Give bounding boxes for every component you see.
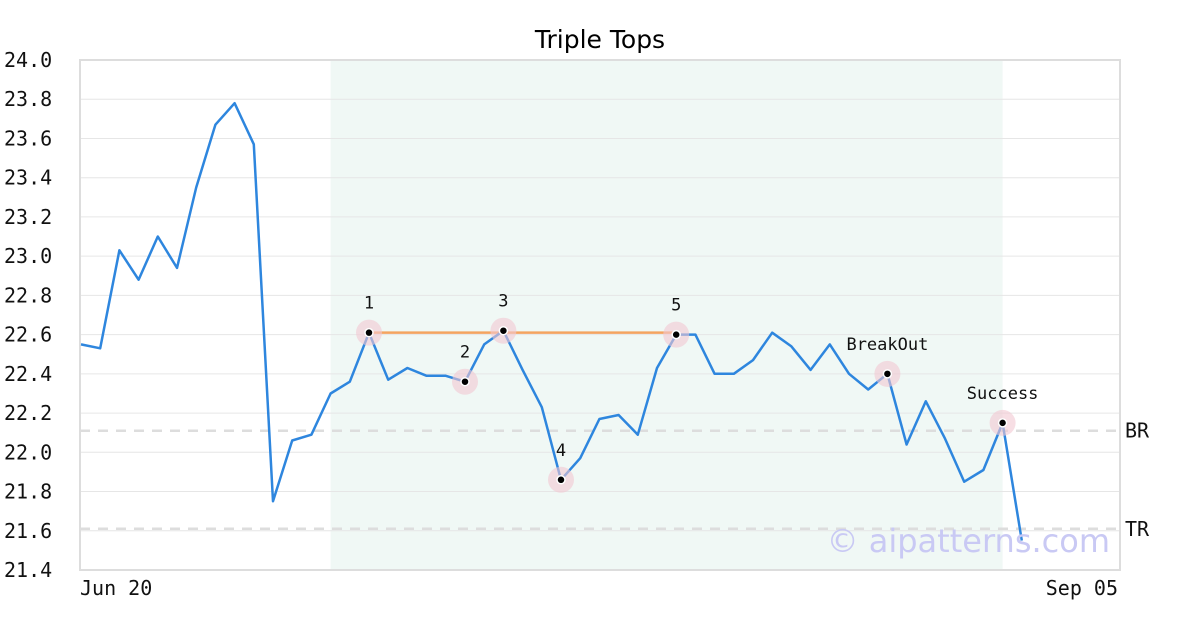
point-marker — [498, 325, 509, 336]
pattern-shaded-region — [330, 60, 1003, 570]
y-tick-label: 23.2 — [4, 205, 52, 229]
plot-area — [79, 59, 1121, 571]
point-marker — [997, 418, 1008, 428]
y-tick-label: 24.0 — [4, 48, 52, 72]
price-series-line — [80, 101, 1024, 541]
y-tick-label: 22.0 — [4, 440, 52, 464]
reference-label-tr: TR — [1125, 517, 1150, 541]
watermark: © aipatterns.com — [827, 522, 1110, 560]
point-label: BreakOut — [846, 335, 928, 355]
point-marker — [671, 329, 681, 340]
point-marker — [882, 369, 893, 379]
plot-frame — [79, 59, 1121, 571]
point-label: 5 — [671, 296, 681, 316]
y-tick-label: 23.0 — [4, 244, 52, 268]
chart-title: Triple Tops — [534, 25, 665, 54]
y-tick-label: 22.8 — [4, 283, 52, 307]
point-label: 2 — [460, 343, 470, 363]
y-tick-label: 23.4 — [4, 166, 52, 190]
y-tick-label: 21.8 — [4, 480, 52, 504]
point-label: Success — [967, 384, 1039, 404]
point-label: 1 — [364, 294, 374, 314]
y-tick-label: 22.2 — [4, 401, 52, 425]
point-label: 3 — [498, 292, 508, 312]
y-tick-label: 23.6 — [4, 126, 52, 150]
point-marker — [556, 475, 566, 485]
y-tick-label: 22.4 — [4, 362, 52, 386]
y-tick-label: 22.6 — [4, 323, 52, 347]
y-tick-label: 23.8 — [4, 87, 52, 111]
point-label: 4 — [556, 441, 566, 461]
point-marker — [460, 376, 470, 387]
y-tick-label: 21.4 — [4, 558, 52, 582]
x-tick-start: Jun 20 — [80, 576, 152, 600]
point-marker — [364, 327, 374, 338]
reference-label-br: BR — [1125, 419, 1150, 443]
y-tick-label: 21.6 — [4, 519, 52, 543]
x-tick-end: Sep 05 — [1046, 576, 1118, 600]
